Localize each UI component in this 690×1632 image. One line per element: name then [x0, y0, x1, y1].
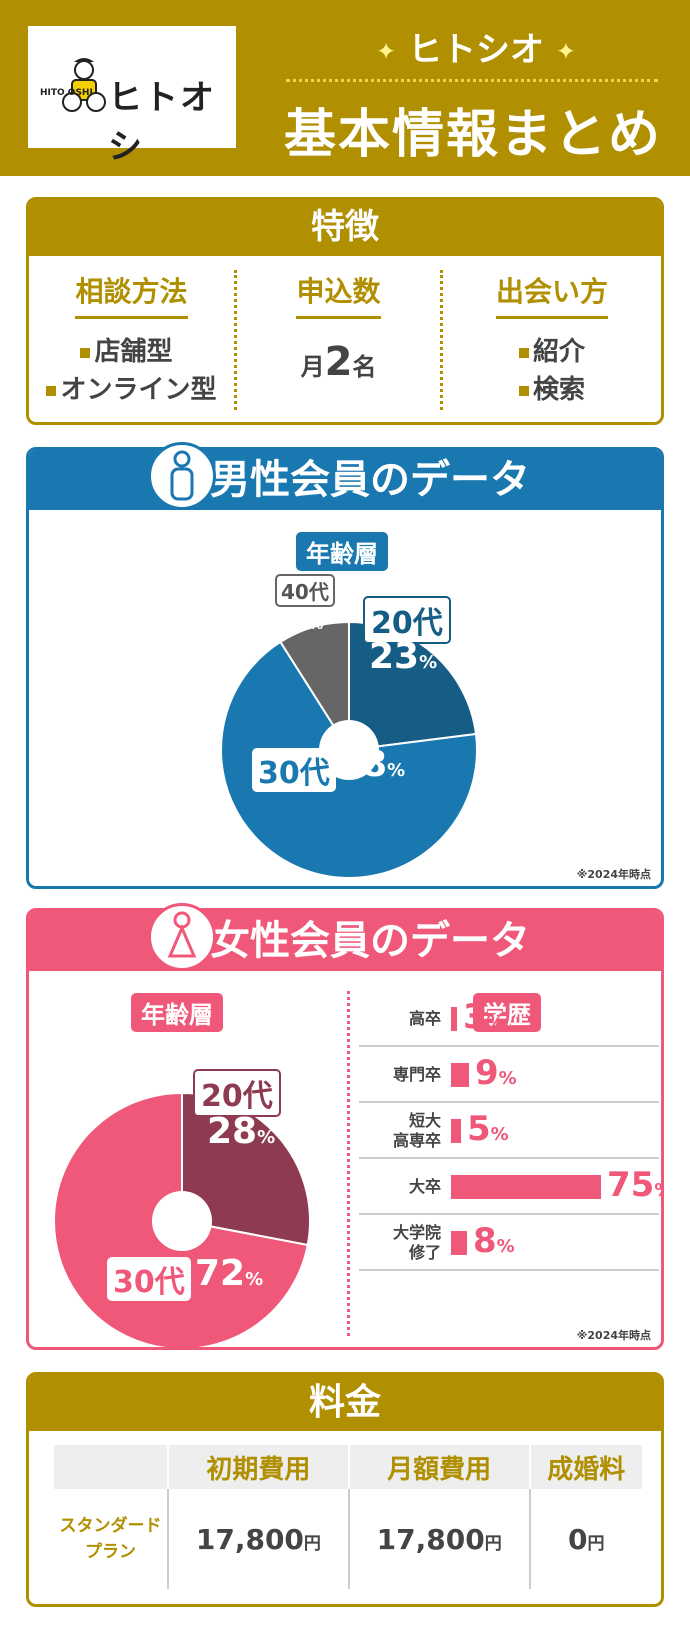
education-row: 大学院 修了 8% — [359, 1215, 659, 1271]
table-row: スタンダード プラン 17,800円 17,800円 0円 — [54, 1489, 642, 1589]
meeting-title: 出会い方 — [495, 270, 608, 319]
education-value: 75% — [607, 1165, 661, 1205]
column-divider — [347, 991, 350, 1336]
fee-heading: 料金 — [29, 1375, 661, 1431]
female-note: ※2024年時点 — [576, 1329, 651, 1342]
column-header: 初期費用 — [167, 1445, 349, 1489]
table-header-row: 初期費用 月額費用 成婚料 — [54, 1445, 642, 1489]
male-heading: 男性会員のデータ — [29, 450, 661, 510]
female-20s-value: 28% — [207, 1111, 276, 1152]
applications-title: 申込数 — [296, 270, 381, 319]
education-value: 5% — [467, 1109, 509, 1149]
education-label: 専門卒 — [392, 1065, 441, 1084]
female-30s-label: 30代 — [107, 1257, 191, 1301]
male-40s-value: 9% — [291, 606, 324, 636]
method-item: オンライン型 — [60, 375, 217, 405]
logo: HITO OSHI ヒトオシ — [28, 26, 236, 167]
education-label: 高卒 — [408, 1009, 441, 1028]
education-bar — [451, 1119, 461, 1143]
fee-card: 料金 初期費用 月額費用 成婚料 スタンダード プラン 17,800円 17,80… — [26, 1372, 664, 1607]
column-divider — [234, 270, 237, 410]
bullet-icon — [518, 347, 529, 358]
header-subtitle: ✦ ヒトシオ ✦ — [276, 22, 676, 71]
education-bar — [451, 1007, 457, 1031]
bullet-icon — [46, 385, 57, 396]
initial-fee: 17,800円 — [167, 1489, 349, 1589]
male-card: 男性会員のデータ 年齢層 20代 23% 30代 68% 40代 9% ※202… — [26, 447, 664, 889]
column-divider — [440, 270, 443, 410]
features-card: 特徴 相談方法 店舗型 オンライン型 申込数 月2名 出会い方 紹介 検索 — [26, 197, 664, 425]
logo-subtext: HITO OSHI — [40, 88, 93, 98]
male-age-pie — [220, 620, 478, 879]
sparkle-icon: ✦ — [555, 37, 576, 66]
page-title: 基本情報まとめ — [283, 105, 662, 165]
divider — [286, 79, 658, 82]
success-fee: 0円 — [528, 1489, 642, 1589]
mascot-icon — [62, 58, 106, 112]
header-banner: HITO OSHI ヒトオシ ✦ ヒトシオ ✦ 基本情報まとめ — [0, 0, 690, 176]
method-column: 相談方法 店舗型 オンライン型 — [29, 270, 234, 409]
donut-hole — [152, 1191, 212, 1251]
applications-value: 月2名 — [300, 339, 377, 385]
education-row: 高卒 3% — [359, 991, 659, 1047]
column-header: 月額費用 — [347, 1445, 530, 1489]
education-row: 大卒 75% — [359, 1159, 661, 1215]
education-row: 専門卒 9% — [359, 1047, 659, 1103]
education-label: 大卒 — [408, 1177, 441, 1196]
male-20s-value: 23% — [369, 636, 438, 677]
male-30s-label: 30代 — [252, 748, 336, 792]
logo-text: ヒトオシ — [108, 78, 216, 167]
method-title: 相談方法 — [75, 270, 188, 319]
monthly-fee: 17,800円 — [347, 1489, 530, 1589]
education-label: 短大 高専卒 — [392, 1111, 441, 1150]
plan-name: スタンダード プラン — [59, 1516, 162, 1562]
features-heading: 特徴 — [29, 200, 661, 256]
method-item: 店舗型 — [94, 337, 173, 367]
sparkle-icon: ✦ — [376, 37, 397, 66]
male-note: ※2024年時点 — [576, 868, 651, 881]
female-person-icon — [148, 903, 216, 971]
education-bar — [451, 1231, 467, 1255]
female-card: 女性会員のデータ 年齢層 学歴 20代 28% 30代 72% 高卒 3% 専門卒 9… — [26, 908, 664, 1350]
female-30s-value: 72% — [195, 1253, 264, 1294]
pie-slice-40代 — [279, 620, 350, 754]
female-heading: 女性会員のデータ — [29, 911, 661, 971]
female-20s-label: 20代 — [193, 1069, 281, 1117]
female-age-badge: 年齢層 — [131, 993, 223, 1032]
meeting-item: 紹介 — [532, 337, 585, 367]
bullet-icon — [518, 385, 529, 396]
male-40s-label: 40代 — [275, 574, 335, 607]
male-person-icon — [148, 442, 216, 510]
male-age-badge: 年齢層 — [296, 532, 388, 571]
meeting-item: 検索 — [532, 375, 585, 405]
education-bar — [451, 1063, 469, 1087]
education-row: 短大 高専卒 5% — [359, 1103, 659, 1159]
education-value: 3% — [463, 997, 505, 1037]
applications-column: 申込数 月2名 — [237, 270, 440, 385]
female-edu-badge: 学歴 — [473, 993, 541, 1032]
fee-table: 初期費用 月額費用 成婚料 スタンダード プラン 17,800円 17,800円 … — [54, 1445, 642, 1589]
education-label: 大学院 修了 — [392, 1223, 441, 1262]
column-header: 成婚料 — [528, 1445, 642, 1489]
meeting-values: 紹介 検索 — [518, 333, 585, 409]
education-value: 8% — [473, 1221, 515, 1261]
male-20s-label: 20代 — [363, 596, 451, 644]
bullet-icon — [80, 347, 91, 358]
method-values: 店舗型 オンライン型 — [46, 333, 217, 409]
education-value: 9% — [475, 1053, 517, 1093]
meeting-column: 出会い方 紹介 検索 — [443, 270, 661, 409]
subtitle-text: ヒトシオ — [408, 30, 544, 70]
education-bar — [451, 1175, 601, 1199]
male-30s-value: 68% — [337, 744, 406, 785]
